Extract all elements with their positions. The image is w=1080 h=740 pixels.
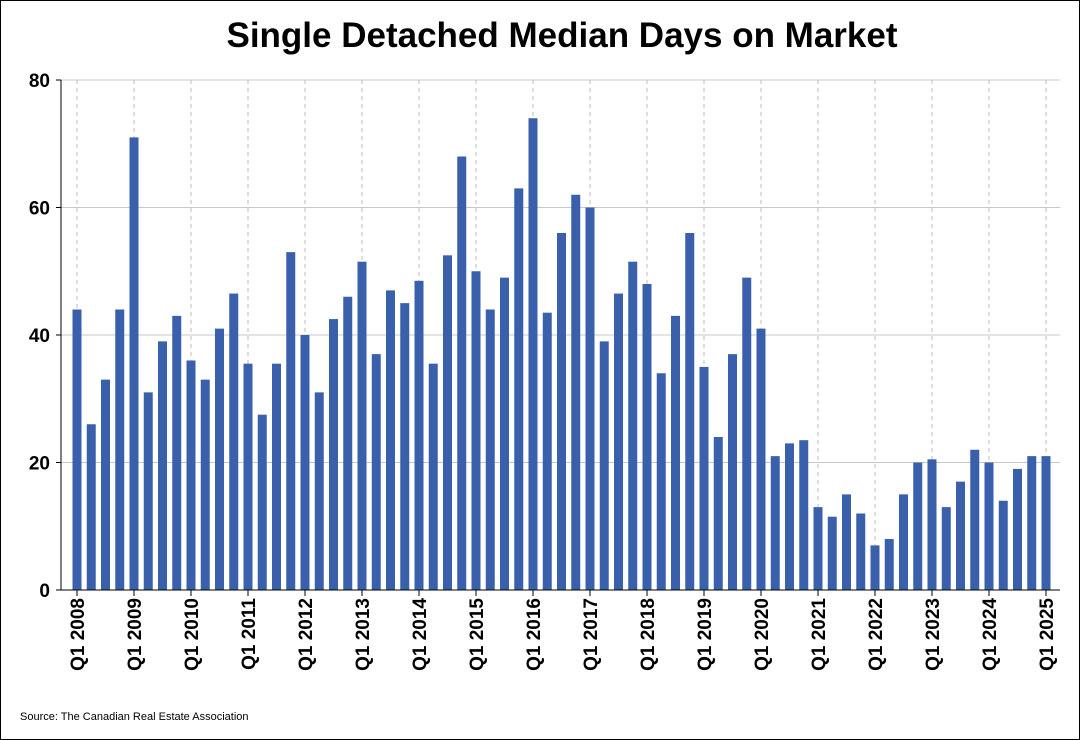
bars-layer [72,118,1051,590]
x-tick-label: Q1 2012 [296,598,317,671]
bar [770,456,780,590]
x-tick-label: Q1 2019 [695,598,716,671]
x-tick-label: Q1 2022 [866,598,887,671]
bar [856,513,866,590]
bar [799,440,809,590]
x-tick-label: Q1 2021 [809,598,830,671]
bar [386,290,395,590]
x-tick-label: Q1 2010 [182,598,203,671]
bar [913,462,923,590]
x-tick-label: Q1 2025 [1037,598,1058,671]
bar [571,194,581,590]
bar [542,312,552,590]
x-tick-label: Q1 2018 [638,598,659,671]
bar [500,277,509,590]
bar [756,328,766,590]
bar [343,296,353,590]
x-tick-label: Q1 2015 [467,598,488,671]
bar [514,188,524,590]
y-tick-labels: 0 20 40 60 80 [29,71,61,602]
x-tick-label: Q1 2009 [125,598,146,671]
bar [428,363,438,590]
bar [884,539,894,590]
bar [827,516,837,590]
x-tick-label: Q1 2023 [923,598,944,671]
bar [685,233,695,590]
y-tick-label: 40 [29,326,50,347]
x-tick-label: Q1 2024 [980,598,1001,671]
bar [286,252,296,590]
bar [870,545,880,590]
bar [414,280,424,590]
y-tick-label: 0 [39,581,50,602]
bar [984,462,994,590]
bar [785,443,794,590]
source-note: Source: The Canadian Real Estate Associa… [20,711,249,723]
bar [899,494,908,590]
y-tick-label: 80 [29,71,50,92]
bar [742,277,752,590]
x-tick-label: Q1 2016 [524,598,545,671]
bar [329,319,338,590]
bar [143,392,153,590]
bar [998,500,1008,590]
x-tick-labels: Q1 2008 Q1 2009 Q1 2010 Q1 2011 Q1 2012 Q1 20… [68,590,1058,671]
bar [314,392,324,590]
bar [699,366,709,590]
x-tick-label: Q1 2017 [581,598,602,671]
bar [129,137,139,590]
bar [215,328,224,590]
bar [941,507,951,590]
bar [72,309,82,590]
bar [528,118,538,590]
bar [628,261,638,590]
x-tick-label: Q1 2008 [68,598,89,671]
bar [585,207,595,590]
bar [642,284,652,590]
y-tick-label: 20 [29,454,50,475]
bar [1027,456,1037,590]
bar [357,261,367,590]
bar [457,156,467,590]
x-tick-label: Q1 2013 [353,598,374,671]
bar [970,449,980,590]
y-tick-label: 60 [29,199,50,220]
bar [728,354,737,590]
bar [200,379,210,590]
bar [186,360,196,590]
bar [599,341,609,590]
bar [257,414,267,590]
bar [101,379,110,590]
bar [400,303,410,590]
bar [172,315,182,590]
bar [272,363,281,590]
bar [471,271,481,590]
bar [557,233,566,590]
bar [115,309,125,590]
bar [229,293,239,590]
bar [656,373,666,590]
chart-title: Single Detached Median Days on Market [226,16,898,55]
x-tick-label: Q1 2014 [410,598,431,671]
bar [671,315,680,590]
bar [713,437,723,590]
bar [927,459,937,590]
bar [86,424,96,590]
x-tick-label: Q1 2020 [752,598,773,671]
bar [614,293,623,590]
bar [443,255,452,590]
x-tick-label: Q1 2011 [239,598,260,670]
bar [1041,456,1051,590]
bar [842,494,851,590]
bar [956,481,965,590]
bar [158,341,167,590]
bar [300,335,310,590]
bar [813,507,823,590]
bar [485,309,495,590]
bar [1013,468,1022,590]
bar [243,363,253,590]
bar [371,354,381,590]
